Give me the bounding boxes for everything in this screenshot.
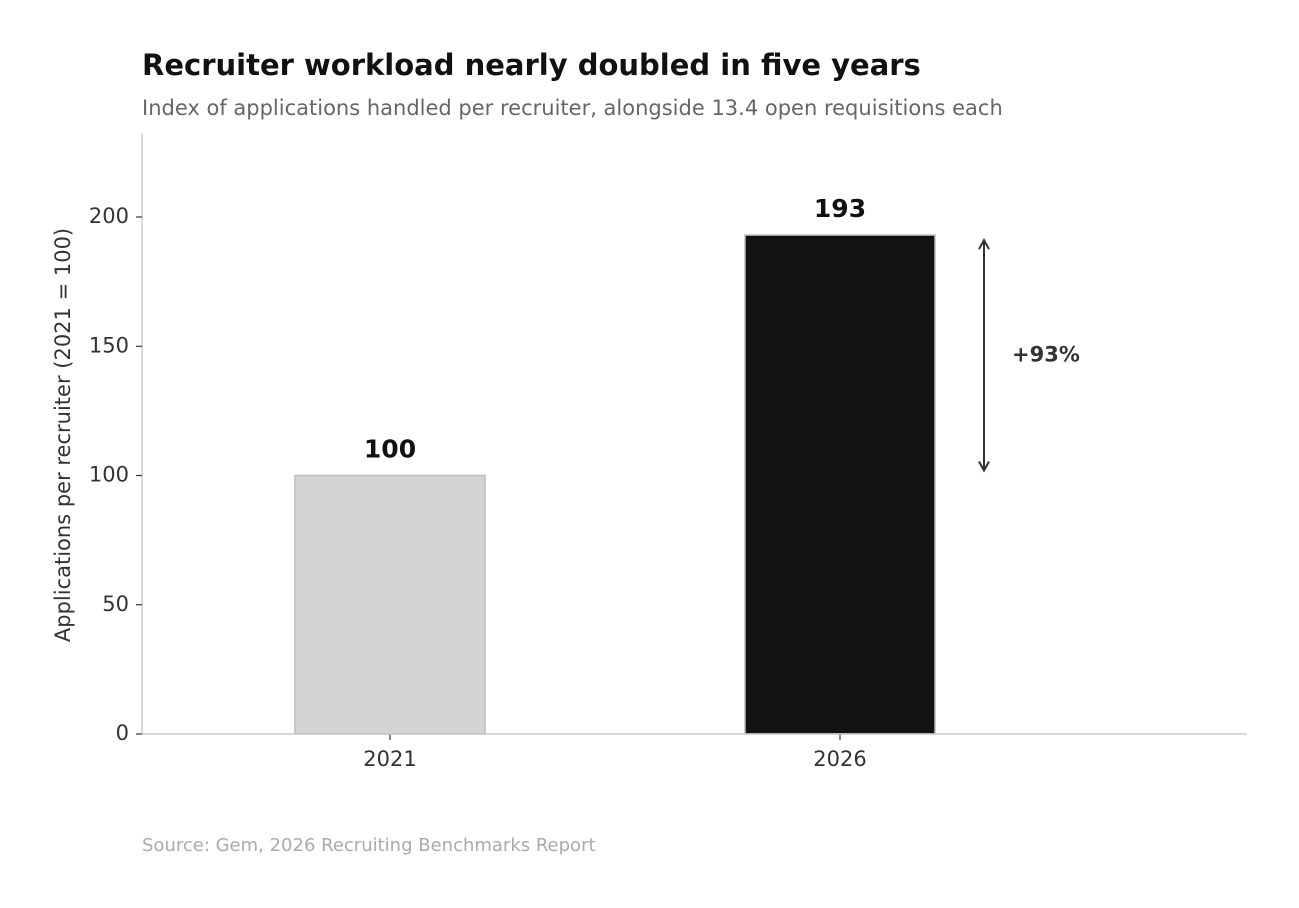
value-label: 100 — [364, 435, 416, 464]
x-tick-label: 2026 — [813, 747, 866, 771]
bar — [294, 474, 486, 735]
change-annotation: +93% — [1012, 342, 1080, 366]
y-tick-label: 50 — [102, 592, 129, 616]
value-label: 193 — [814, 194, 866, 223]
x-tick-label: 2021 — [363, 747, 416, 771]
y-axis-label: Applications per recruiter (2021 = 100) — [51, 228, 75, 642]
y-tick-label: 200 — [89, 204, 129, 228]
y-tick-label: 0 — [116, 721, 129, 745]
bar — [744, 234, 936, 735]
chart-subtitle: Index of applications handled per recrui… — [142, 96, 1003, 120]
source-note: Source: Gem, 2026 Recruiting Benchmarks … — [142, 835, 596, 856]
change-arrow — [978, 238, 990, 473]
chart-title: Recruiter workload nearly doubled in fiv… — [142, 48, 921, 82]
y-tick-label: 100 — [89, 463, 129, 487]
y-tick-label: 150 — [89, 333, 129, 357]
